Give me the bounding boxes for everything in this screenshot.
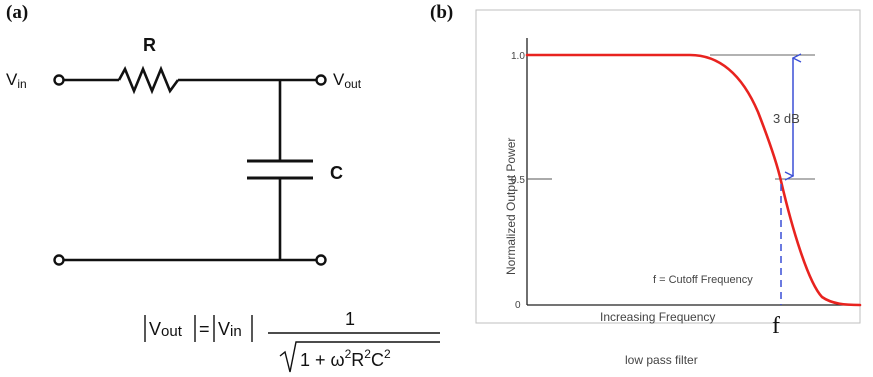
axes (526, 38, 860, 306)
panel-b: (b) 1.0 0.5 0 3 dB f = Cutoff Frequency … (430, 2, 862, 367)
transfer-equation: Vout = Vin 1 1 + ω2R2C2 (144, 309, 440, 373)
x-axis-label: Increasing Frequency (600, 310, 715, 324)
vin-terminal (53, 74, 65, 86)
svg-text:Vout: Vout (149, 319, 183, 340)
panel-a-label: (a) (6, 2, 28, 23)
figure-caption: low pass filter (625, 353, 698, 367)
svg-text:Vin: Vin (218, 319, 242, 340)
resistor-label: R (143, 35, 156, 55)
cutoff-label: f = Cutoff Frequency (653, 274, 753, 286)
three-db-label: 3 dB (773, 111, 800, 126)
circuit-wires (62, 65, 318, 262)
vin-label: Vin (6, 70, 27, 91)
svg-text:=: = (199, 319, 210, 339)
y-tick-0: 0 (515, 300, 521, 311)
y-tick-0-5: 0.5 (511, 175, 525, 186)
vout-terminal (315, 74, 327, 86)
panel-a: (a) R C Vin Vout (6, 2, 440, 373)
y-tick-1-0: 1.0 (511, 51, 525, 62)
panel-b-label: (b) (430, 2, 453, 23)
capacitor-label: C (330, 163, 343, 183)
resistor-symbol (117, 65, 180, 95)
response-curve (525, 53, 862, 307)
vout-label: Vout (333, 70, 362, 91)
svg-text:1 + ω2R2C2: 1 + ω2R2C2 (300, 347, 391, 370)
svg-text:1: 1 (345, 309, 355, 329)
ground-right-terminal (315, 254, 327, 266)
y-axis-label: Normalized Output Power (504, 138, 518, 275)
f-mark: f (772, 313, 780, 339)
plot-frame (475, 9, 861, 324)
ground-left-terminal (53, 254, 65, 266)
